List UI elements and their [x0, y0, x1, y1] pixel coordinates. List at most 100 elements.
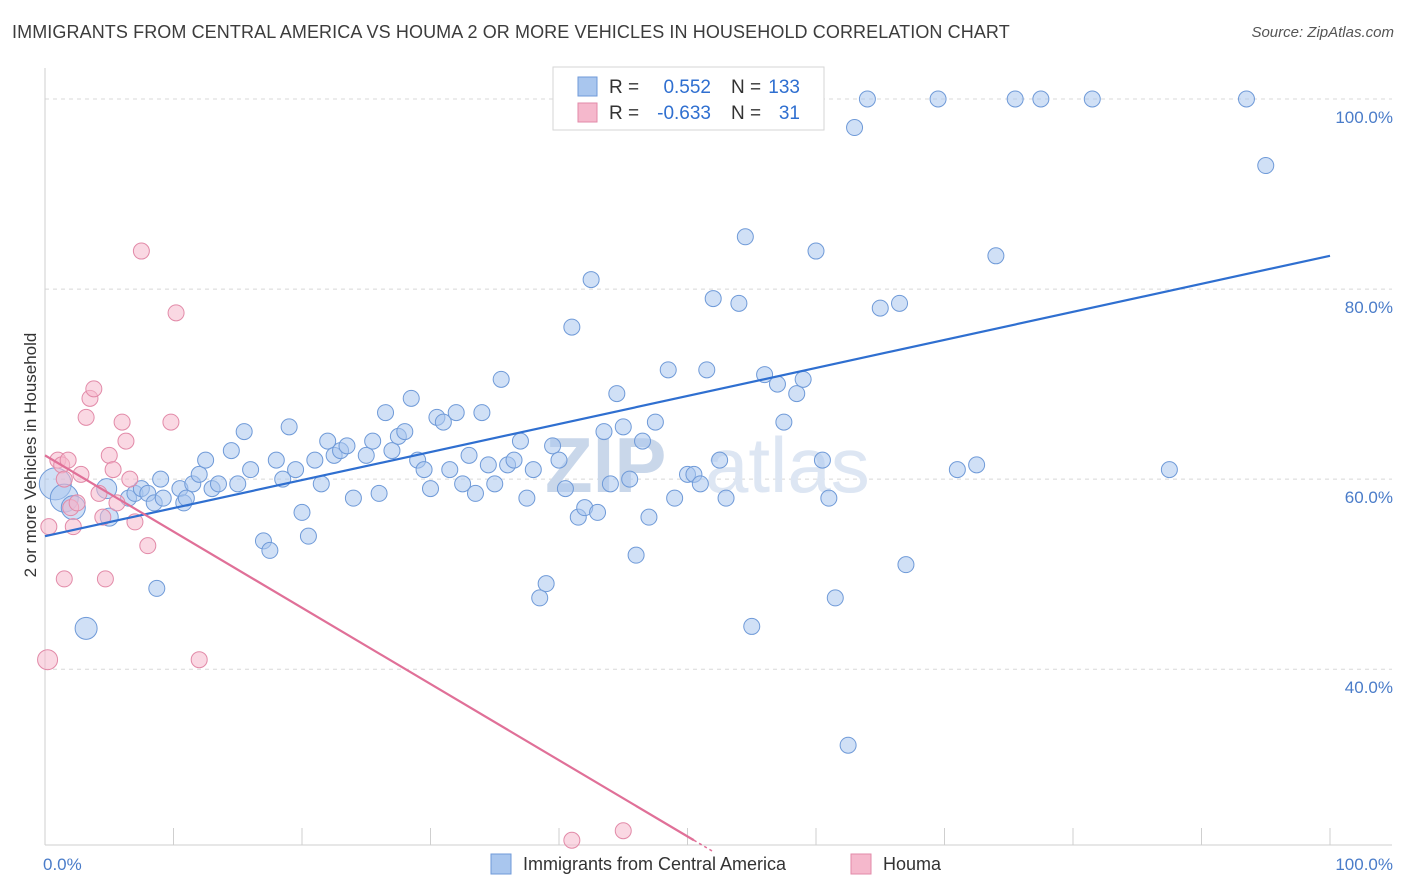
houma-point: [55, 470, 73, 488]
bottom-legend-swatch-pink: [850, 853, 872, 875]
chart-title: IMMIGRANTS FROM CENTRAL AMERICA VS HOUMA…: [12, 22, 1010, 42]
immigrants-point: [370, 484, 388, 502]
immigrants-point: [1032, 90, 1050, 108]
immigrants-point: [563, 318, 581, 336]
immigrants-point: [235, 423, 253, 441]
immigrants-point: [242, 461, 260, 479]
bottom-legend: Immigrants from Central America Houma: [490, 853, 942, 875]
immigrants-point: [788, 385, 806, 403]
legend-swatch-pink: [577, 102, 598, 123]
immigrants-point: [197, 451, 215, 469]
immigrants-point: [614, 418, 632, 436]
legend-r-value-1: 0.552: [663, 77, 711, 98]
immigrants-point: [698, 361, 716, 379]
legend-r-value-2: -0.633: [657, 103, 711, 124]
immigrants-point: [550, 451, 568, 469]
trend-lines: [44, 254, 1331, 853]
immigrants-point: [659, 361, 677, 379]
legend-r-label-2: R =: [609, 103, 639, 124]
immigrants-point: [544, 437, 562, 455]
immigrants-point: [312, 475, 330, 493]
immigrants-point: [492, 370, 510, 388]
immigrants-point: [511, 432, 529, 450]
immigrants-point: [154, 489, 172, 507]
houma-point: [614, 822, 632, 840]
immigrants-point: [621, 470, 639, 488]
immigrants-point: [1006, 90, 1024, 108]
houma-point: [167, 304, 185, 322]
houma-point: [77, 408, 95, 426]
immigrants-point: [582, 271, 600, 289]
y-tick-label: 80.0%: [1345, 298, 1393, 317]
x-tick-labels: 0.0% 100.0%: [43, 855, 1393, 874]
immigrants-point: [152, 470, 170, 488]
y-tick-label: 60.0%: [1345, 488, 1393, 507]
immigrants-point: [293, 503, 311, 521]
immigrants-point: [479, 456, 497, 474]
immigrants-point: [287, 461, 305, 479]
houma-point: [100, 446, 118, 464]
immigrants-trend-line: [44, 254, 1331, 538]
immigrants-point: [595, 423, 613, 441]
immigrants-point: [338, 437, 356, 455]
series-immigrants-points: [38, 90, 1275, 754]
immigrants-point: [486, 475, 504, 493]
immigrants-point: [929, 90, 947, 108]
immigrants-point: [775, 413, 793, 431]
houma-point: [68, 494, 86, 512]
immigrants-point: [261, 541, 279, 559]
y-axis-title: 2 or more Vehicles in Household: [21, 333, 40, 578]
immigrants-point: [608, 385, 626, 403]
immigrants-point: [858, 90, 876, 108]
immigrants-point: [826, 589, 844, 607]
houma-point: [190, 651, 208, 669]
immigrants-point: [839, 736, 857, 754]
immigrants-point: [640, 508, 658, 526]
legend-n-label-1: N =: [731, 77, 761, 98]
immigrants-point: [871, 299, 889, 317]
immigrants-point: [897, 556, 915, 574]
immigrants-point: [267, 451, 285, 469]
bottom-legend-swatch-blue: [490, 853, 512, 875]
legend-n-value-1: 133: [768, 77, 800, 98]
houma-point: [162, 413, 180, 431]
houma-point: [139, 537, 157, 555]
watermark: ZIP atlas: [545, 421, 870, 509]
immigrants-point: [344, 489, 362, 507]
immigrants-point: [377, 404, 395, 422]
immigrants-point: [306, 451, 324, 469]
bottom-legend-label-1: Immigrants from Central America: [523, 854, 787, 874]
houma-point: [96, 570, 114, 588]
immigrants-point: [473, 404, 491, 422]
houma-point: [94, 508, 112, 526]
immigrants-point: [948, 461, 966, 479]
immigrants-point: [299, 527, 317, 545]
y-tick-labels: 40.0% 60.0% 80.0% 100.0%: [1335, 108, 1393, 697]
houma-trend-line: [44, 454, 695, 842]
immigrants-point: [505, 451, 523, 469]
immigrants-point: [466, 484, 484, 502]
immigrants-point: [396, 423, 414, 441]
immigrants-point: [460, 446, 478, 464]
immigrants-point: [717, 489, 735, 507]
immigrants-point: [634, 432, 652, 450]
houma-point: [121, 470, 139, 488]
immigrants-point: [402, 389, 420, 407]
x-tick-label: 0.0%: [43, 855, 82, 874]
immigrants-point: [820, 489, 838, 507]
immigrants-point: [807, 242, 825, 260]
immigrants-point: [711, 451, 729, 469]
legend-swatch-blue: [577, 76, 598, 97]
houma-point: [104, 461, 122, 479]
grid-lines: [45, 98, 1392, 670]
immigrants-point: [222, 442, 240, 460]
immigrants-point: [813, 451, 831, 469]
immigrants-point: [415, 461, 433, 479]
immigrants-point: [627, 546, 645, 564]
immigrants-point: [319, 432, 337, 450]
immigrants-point: [730, 294, 748, 312]
legend-n-value-2: 31: [779, 103, 800, 124]
series-houma-points: [37, 242, 632, 849]
immigrants-point: [537, 575, 555, 593]
